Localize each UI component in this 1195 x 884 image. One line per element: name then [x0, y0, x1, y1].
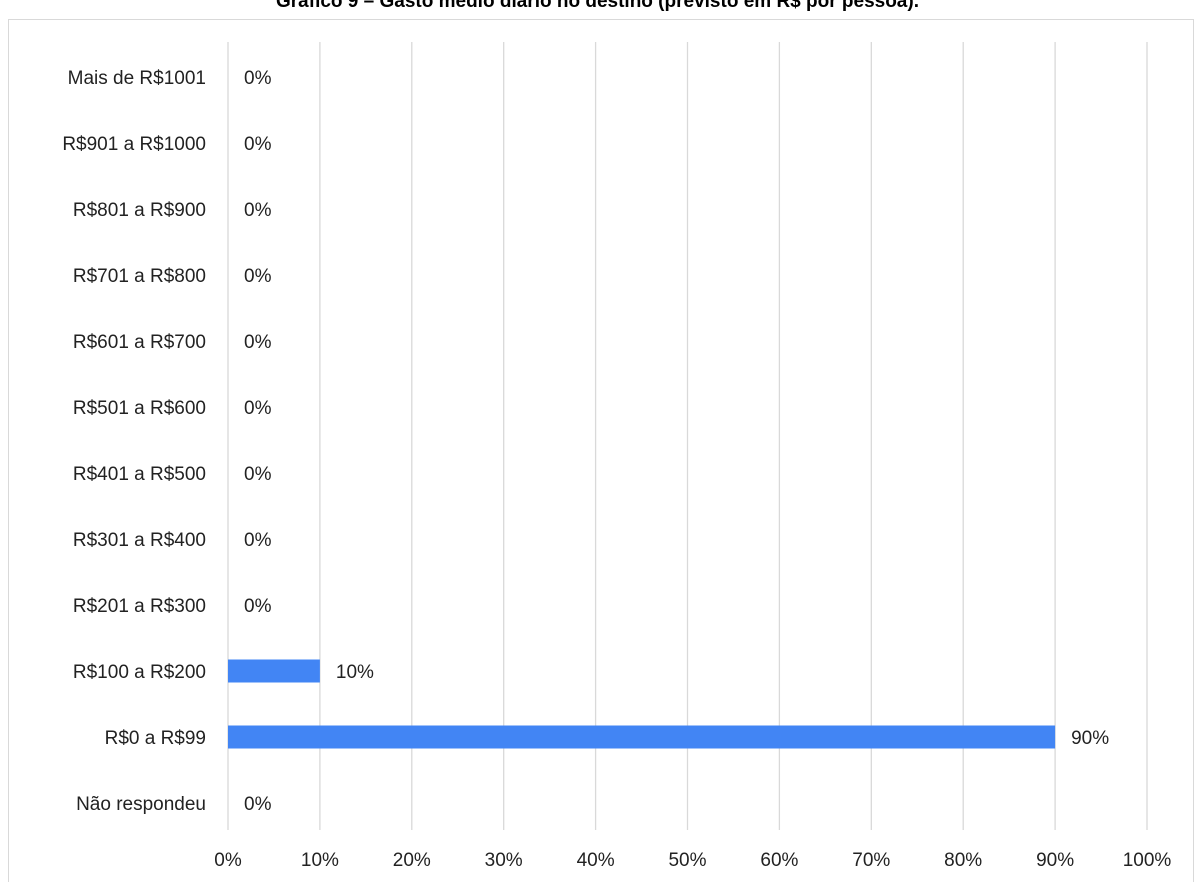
- data-label: 0%: [244, 398, 272, 419]
- category-label: R$0 a R$99: [105, 728, 206, 749]
- data-labels: 0% 0% 0% 0% 0% 0% 0% 0% 0% 10% 90% 0%: [244, 68, 1109, 815]
- category-labels: Mais de R$1001 R$901 a R$1000 R$801 a R$90…: [62, 68, 206, 815]
- bars: [228, 659, 1056, 749]
- data-label: 0%: [244, 68, 272, 89]
- x-tick-label: 90%: [1036, 850, 1074, 871]
- category-label: R$401 a R$500: [73, 464, 206, 485]
- category-label: R$801 a R$900: [73, 200, 206, 221]
- data-label: 0%: [244, 464, 272, 485]
- x-tick-label: 60%: [760, 850, 798, 871]
- x-tick-label: 40%: [577, 850, 615, 871]
- category-label: R$501 a R$600: [73, 398, 206, 419]
- data-label: 0%: [244, 200, 272, 221]
- x-tick-label: 20%: [393, 850, 431, 871]
- x-tick-label: 50%: [668, 850, 706, 871]
- category-label: R$201 a R$300: [73, 596, 206, 617]
- data-label: 0%: [244, 134, 272, 155]
- data-label: 90%: [1071, 728, 1109, 749]
- x-tick-label: 30%: [485, 850, 523, 871]
- category-label: R$100 a R$200: [73, 662, 206, 683]
- category-label: Mais de R$1001: [68, 68, 206, 89]
- x-tick-labels: 0% 10% 20% 30% 40% 50% 60% 70% 80% 90% 100%: [214, 850, 1171, 871]
- data-label: 0%: [244, 530, 272, 551]
- data-label: 0%: [244, 266, 272, 287]
- category-label: R$601 a R$700: [73, 332, 206, 353]
- gridlines: [227, 42, 1148, 830]
- x-tick-label: 70%: [852, 850, 890, 871]
- bar: [228, 725, 1056, 749]
- data-label: 10%: [336, 662, 374, 683]
- category-label: R$701 a R$800: [73, 266, 206, 287]
- x-tick-label: 10%: [301, 850, 339, 871]
- data-label: 0%: [244, 332, 272, 353]
- data-label: 0%: [244, 794, 272, 815]
- bar: [228, 659, 320, 683]
- data-label: 0%: [244, 596, 272, 617]
- x-tick-label: 80%: [944, 850, 982, 871]
- category-label: R$301 a R$400: [73, 530, 206, 551]
- x-tick-label: 0%: [214, 850, 242, 871]
- category-label: R$901 a R$1000: [62, 134, 206, 155]
- chart-frame: [8, 19, 1194, 882]
- category-label: Não respondeu: [76, 794, 206, 815]
- x-tick-label: 100%: [1123, 850, 1172, 871]
- chart-title: Gráfico 9 – Gasto médio diário no destin…: [276, 0, 919, 12]
